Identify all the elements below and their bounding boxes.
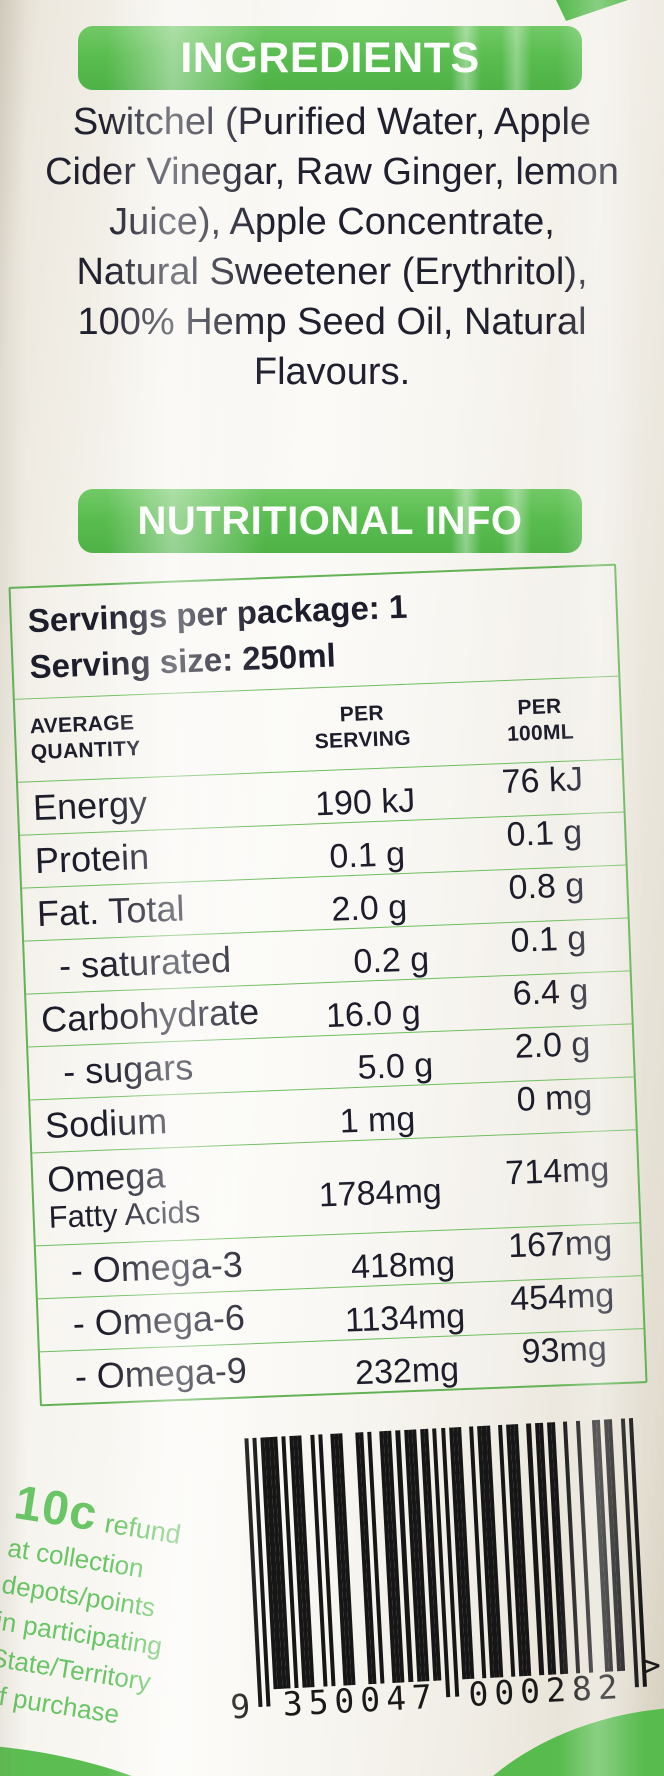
nutritional-info-title: NUTRITIONAL INFO bbox=[137, 498, 523, 543]
per-serving-value: 232mg bbox=[354, 1349, 460, 1392]
row-label: - sugars bbox=[62, 1046, 194, 1093]
bottom-green-band-left bbox=[0, 1744, 268, 1776]
leaf-corner-shape bbox=[556, 0, 628, 21]
barcode: 9 350047 000282 > bbox=[229, 1418, 662, 1738]
column-header-average-quantity: AVERAGE QUANTITY bbox=[29, 711, 141, 765]
per-100ml-value: 454mg bbox=[509, 1275, 615, 1318]
per-serving-value: 5.0 g bbox=[356, 1045, 434, 1087]
per-100ml-value: 0.8 g bbox=[507, 865, 585, 907]
per-100ml-value: 0 mg bbox=[516, 1077, 593, 1119]
per-100ml-value: 167mg bbox=[507, 1222, 613, 1265]
per-serving-value: 0.2 g bbox=[352, 939, 430, 981]
per-serving-value: 418mg bbox=[350, 1243, 456, 1286]
per-100ml-value: 2.0 g bbox=[513, 1024, 591, 1066]
per-serving-value: 16.0 g bbox=[325, 992, 422, 1035]
per-serving-value: 1784mg bbox=[318, 1171, 443, 1214]
refund-conditions: at collection depots/points in participa… bbox=[0, 1532, 165, 1730]
row-label: Sodium bbox=[44, 1100, 168, 1146]
row-label: Energy bbox=[32, 782, 148, 829]
barcode-lead-digit: 9 bbox=[229, 1686, 252, 1727]
per-100ml-value: 714mg bbox=[504, 1149, 610, 1192]
refund-notice: 10crefund at collection depots/points in… bbox=[0, 1476, 255, 1750]
ingredients-title: INGREDIENTS bbox=[180, 33, 480, 82]
per-100ml-value: 0.1 g bbox=[505, 812, 583, 854]
row-label: - saturated bbox=[58, 938, 232, 987]
per-100ml-value: 76 kJ bbox=[500, 759, 584, 801]
per-serving-value: 2.0 g bbox=[330, 887, 408, 929]
per-100ml-value: 0.1 g bbox=[509, 918, 587, 960]
per-100ml-value: 6.4 g bbox=[511, 971, 589, 1013]
per-serving-value: 190 kJ bbox=[314, 781, 416, 823]
barcode-group1: 350047 bbox=[281, 1676, 439, 1724]
refund-word: refund bbox=[102, 1508, 184, 1550]
nutritional-info-banner: NUTRITIONAL INFO bbox=[78, 489, 582, 553]
row-label: - Omega-6 bbox=[72, 1296, 246, 1345]
row-label: Fat. Total bbox=[36, 887, 186, 935]
row-label: Protein bbox=[34, 835, 150, 882]
barcode-end-char: > bbox=[639, 1644, 662, 1685]
row-label: - Omega-3 bbox=[69, 1243, 244, 1292]
ingredients-banner: INGREDIENTS bbox=[78, 26, 582, 90]
row-label: Carbohydrate bbox=[40, 990, 260, 1041]
nutrition-table-body: Energy 190 kJ 76 kJ Protein 0.1 g 0.1 g Fat. T… bbox=[17, 758, 646, 1405]
row-label: Omega Fatty Acids bbox=[46, 1154, 201, 1235]
nutrition-table: Servings per package: 1 Serving size: 25… bbox=[8, 563, 648, 1407]
per-serving-value: 1 mg bbox=[338, 1099, 416, 1141]
per-serving-value: 1134mg bbox=[344, 1296, 466, 1340]
ingredients-text: Switchel (Purified Water, Apple Cider Vi… bbox=[45, 101, 619, 393]
per-100ml-value: 93mg bbox=[520, 1329, 608, 1371]
column-header-per-serving: PER SERVING bbox=[314, 701, 412, 754]
column-header-per-100ml: PER 100ML bbox=[506, 694, 575, 746]
row-label: - Omega-9 bbox=[74, 1349, 248, 1397]
per-serving-value: 0.1 g bbox=[328, 834, 406, 876]
barcode-group2: 000282 bbox=[467, 1666, 625, 1715]
